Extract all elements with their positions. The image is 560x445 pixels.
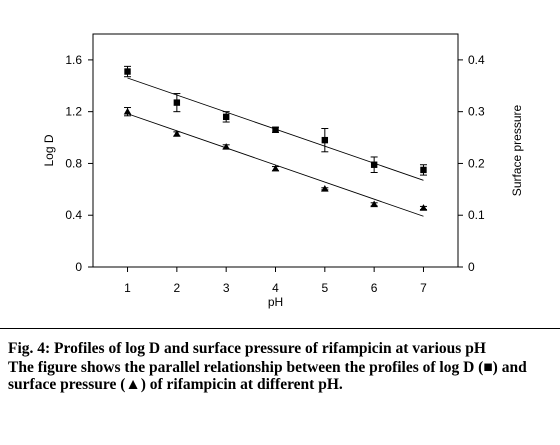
y2-axis-title: Surface pressure [510, 104, 524, 196]
y2-tick-label: 0 [468, 260, 475, 274]
caption-description: The figure shows the parallel relationsh… [8, 359, 527, 393]
data-points [123, 65, 428, 211]
caption-title: Fig. 4: Profiles of log D and surface pr… [8, 340, 486, 357]
square-point [222, 113, 230, 121]
triangle-point [321, 185, 329, 192]
triangle-point [173, 130, 181, 137]
figure-caption: Fig. 4: Profiles of log D and surface pr… [8, 340, 556, 393]
y-tick-label: 0.4 [65, 208, 82, 222]
triangle-point [222, 143, 230, 150]
square-point [370, 161, 378, 168]
x-axis-title: pH [268, 295, 283, 309]
square-point [124, 68, 131, 75]
y-tick-label: 0.8 [65, 156, 82, 170]
x-tick-label: 7 [420, 281, 427, 295]
square-point [173, 99, 181, 106]
triangle-point [271, 164, 280, 172]
caption-divider [0, 328, 560, 329]
x-tick-label: 2 [174, 281, 181, 295]
y-axis-title: Log D [42, 134, 56, 166]
x-tick-label: 5 [321, 281, 328, 295]
square-point [321, 136, 329, 144]
triangle-point [370, 200, 378, 208]
x-tick-label: 3 [223, 281, 230, 295]
x-tick-label: 4 [272, 281, 279, 295]
triangle-point [123, 107, 132, 115]
y-tick-label: 0 [75, 260, 82, 274]
y-tick-label: 1.6 [65, 53, 82, 67]
y2-tick-label: 0.3 [468, 105, 485, 119]
y2-tick-label: 0.4 [468, 53, 485, 67]
square-point [272, 126, 279, 133]
y2-tick-label: 0.2 [468, 156, 485, 170]
x-tick-label: 1 [124, 281, 131, 295]
y2-tick-label: 0.1 [468, 208, 485, 222]
plot-frame [92, 33, 459, 268]
x-tick-label: 6 [371, 281, 378, 295]
y-tick-label: 1.2 [65, 105, 82, 119]
triangle-point [419, 204, 428, 211]
axes: 0 0.4 0.8 1.2 1.6 0 0.1 0.2 0.3 0.4 1 2 3 4 5 6 7 [65, 33, 485, 295]
trendlines [127, 77, 424, 217]
chart: 00.40.81.21.600.10.20.30.41 2 3 4 5 6 7 Log D … [42, 33, 524, 309]
square-point [420, 166, 427, 174]
